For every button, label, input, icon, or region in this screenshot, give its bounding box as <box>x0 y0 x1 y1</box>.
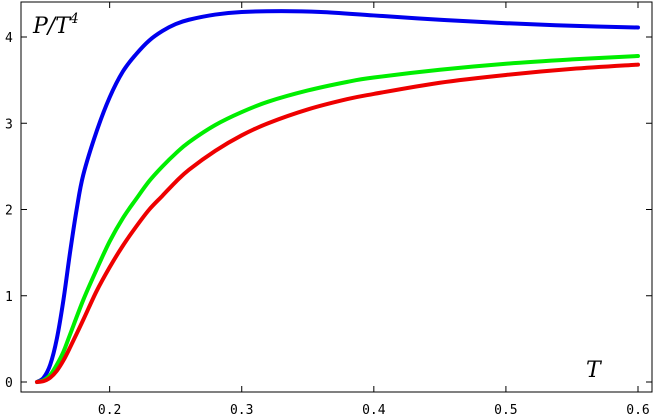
y-axis-label: P/T4 <box>32 11 79 39</box>
y-tick-label: 0 <box>5 376 13 391</box>
y-tick-label: 2 <box>5 204 13 219</box>
x-tick-label: 0.4 <box>362 403 386 418</box>
x-tick-label: 0.5 <box>494 403 517 418</box>
ticks: 0.2 0.3 0.4 0.5 0.6 0 1 2 3 4 <box>5 2 652 418</box>
series-line-green <box>35 53 640 384</box>
x-tick-label: 0.2 <box>98 403 121 418</box>
y-axis-label-exponent: 4 <box>69 11 79 27</box>
y-tick-label: 1 <box>5 290 13 305</box>
series-line-blue <box>35 9 640 384</box>
y-axis-label-base: P/T <box>32 14 72 39</box>
series-group <box>35 9 640 384</box>
x-tick-label: 0.3 <box>230 403 253 418</box>
y-tick-label: 4 <box>5 31 13 46</box>
y-tick-label: 3 <box>5 117 13 132</box>
series-line-red <box>35 62 640 384</box>
x-axis-label: T <box>586 358 603 383</box>
plot-frame <box>20 1 653 393</box>
x-tick-label: 0.6 <box>626 403 649 418</box>
